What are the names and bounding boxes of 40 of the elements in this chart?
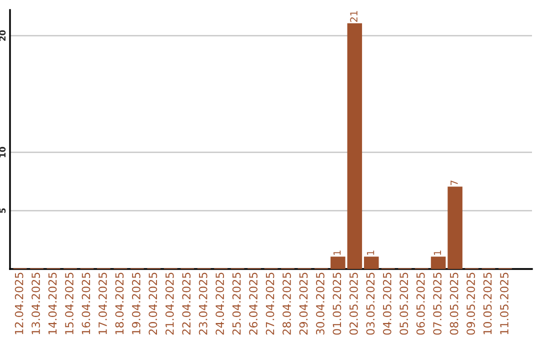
x-tick-label: 21.04.2025: [165, 272, 174, 335]
x-tick-label: 26.04.2025: [249, 272, 258, 335]
x-tick-label: 29.04.2025: [299, 272, 308, 335]
x-tick-label: 20.04.2025: [148, 272, 158, 335]
x-tick-label: 22.04.2025: [182, 272, 191, 335]
x-tick-label: 30.04.2025: [316, 272, 324, 335]
x-tick-label: 19.04.2025: [132, 272, 140, 334]
data-label: 7: [450, 180, 458, 186]
x-tick-label: 02.05.2025: [349, 272, 358, 335]
x-tick-label: 08.05.2025: [450, 272, 458, 335]
x-tick-label: 24.04.2025: [216, 272, 224, 335]
x-tick-label: 12.04.2025: [14, 272, 24, 334]
data-label: 1: [334, 250, 341, 255]
x-tick-label: 09.05.2025: [466, 272, 475, 335]
data-label: 1: [366, 250, 374, 255]
x-tick-label: 06.05.2025: [416, 272, 425, 335]
x-tick-label: 25.04.2025: [232, 272, 241, 335]
data-label: 21: [350, 11, 358, 22]
data-label: 1: [434, 250, 441, 255]
x-tick-label: 13.04.2025: [32, 272, 40, 334]
bar: [347, 23, 362, 269]
x-tick-label: 14.04.2025: [48, 272, 57, 334]
x-tick-label: 18.04.2025: [115, 272, 124, 334]
x-tick-label: 05.05.2025: [400, 272, 408, 335]
x-tick-label: 16.04.2025: [82, 272, 90, 334]
x-tick-label: 03.05.2025: [366, 272, 375, 335]
x-tick-label: 01.05.2025: [332, 272, 342, 335]
x-tick-label: 17.04.2025: [98, 272, 107, 334]
x-tick-label: 04.05.2025: [382, 272, 392, 335]
x-tick-label: 10.05.2025: [483, 272, 492, 334]
x-tick-label: 27.04.2025: [266, 272, 274, 335]
x-tick-label: 07.05.2025: [433, 272, 442, 335]
x-tick-label: 11.05.2025: [500, 272, 508, 334]
bar: [430, 256, 446, 269]
x-tick-label: 28.04.2025: [282, 272, 291, 335]
x-tick-label: 23.04.2025: [198, 272, 208, 335]
x-tick-label: 15.04.2025: [65, 272, 74, 334]
bar: [330, 256, 346, 269]
bar: [364, 256, 379, 269]
bar: [448, 186, 462, 269]
